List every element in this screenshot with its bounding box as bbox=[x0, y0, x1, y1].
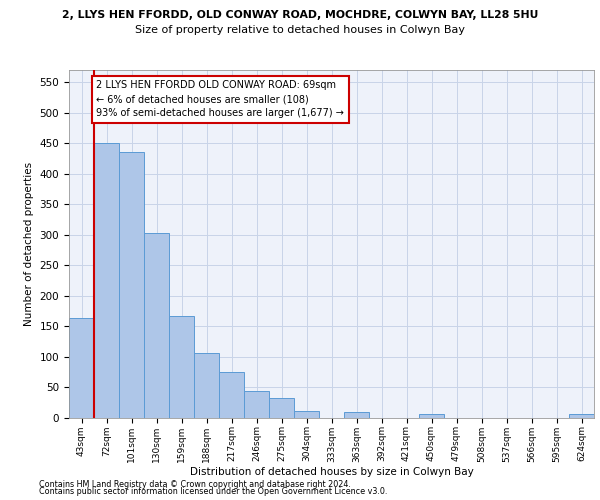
Bar bbox=[244, 390, 269, 417]
Bar bbox=[194, 353, 219, 418]
Bar bbox=[269, 398, 294, 417]
Bar bbox=[144, 233, 169, 418]
Text: Contains HM Land Registry data © Crown copyright and database right 2024.: Contains HM Land Registry data © Crown c… bbox=[39, 480, 351, 489]
Bar bbox=[94, 143, 119, 417]
Bar bbox=[344, 412, 369, 418]
X-axis label: Distribution of detached houses by size in Colwyn Bay: Distribution of detached houses by size … bbox=[190, 467, 473, 477]
Text: Contains public sector information licensed under the Open Government Licence v3: Contains public sector information licen… bbox=[39, 487, 388, 496]
Text: Size of property relative to detached houses in Colwyn Bay: Size of property relative to detached ho… bbox=[135, 25, 465, 35]
Bar bbox=[219, 372, 244, 418]
Text: 2 LLYS HEN FFORDD OLD CONWAY ROAD: 69sqm
← 6% of detached houses are smaller (10: 2 LLYS HEN FFORDD OLD CONWAY ROAD: 69sqm… bbox=[97, 80, 344, 118]
Y-axis label: Number of detached properties: Number of detached properties bbox=[24, 162, 34, 326]
Bar bbox=[169, 316, 194, 418]
Bar bbox=[419, 414, 444, 418]
Bar bbox=[119, 152, 144, 418]
Bar bbox=[569, 414, 594, 418]
Text: 2, LLYS HEN FFORDD, OLD CONWAY ROAD, MOCHDRE, COLWYN BAY, LL28 5HU: 2, LLYS HEN FFORDD, OLD CONWAY ROAD, MOC… bbox=[62, 10, 538, 20]
Bar bbox=[69, 318, 94, 418]
Bar bbox=[294, 411, 319, 418]
